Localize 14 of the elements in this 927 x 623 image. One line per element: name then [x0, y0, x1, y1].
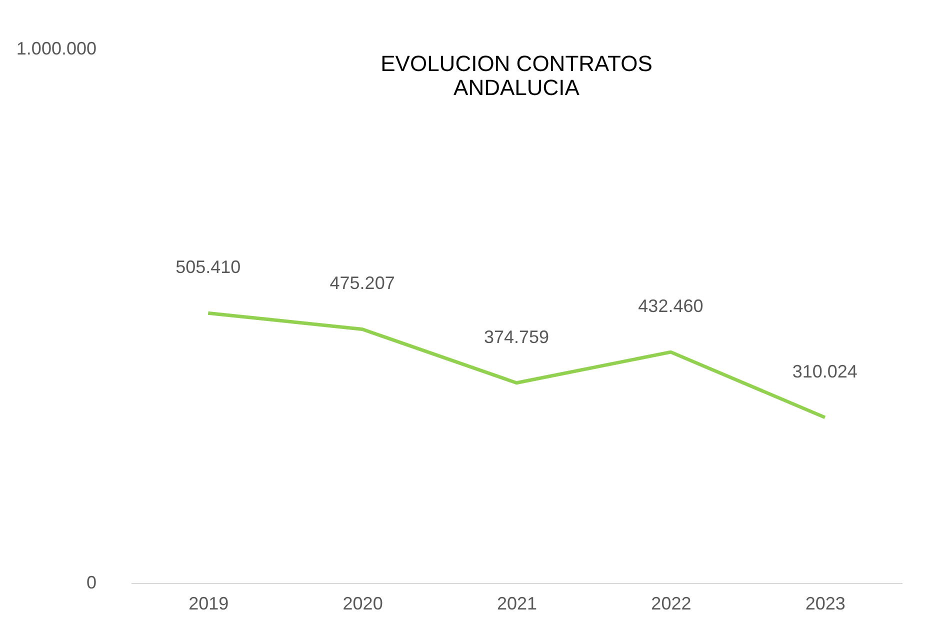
x-tick-label: 2022	[651, 594, 692, 614]
text: ANDALUCIA	[454, 75, 580, 100]
x-tick-label: 2021	[496, 594, 538, 614]
y-tick-label: 0	[86, 572, 96, 592]
y-tick-label: 1.000.000	[16, 38, 96, 58]
data-label: 505.410	[176, 257, 241, 278]
data-label: 475.207	[330, 273, 395, 294]
x-tick-label: 2019	[188, 594, 229, 614]
data-label: 432.460	[638, 296, 704, 316]
x-tick-label: 2023	[805, 594, 846, 614]
data-label: 310.024	[792, 361, 858, 382]
text: EVOLUCION CONTRATOS	[380, 51, 652, 76]
x-tick-label: 2020	[342, 594, 383, 614]
data-label: 374.759	[484, 326, 550, 347]
